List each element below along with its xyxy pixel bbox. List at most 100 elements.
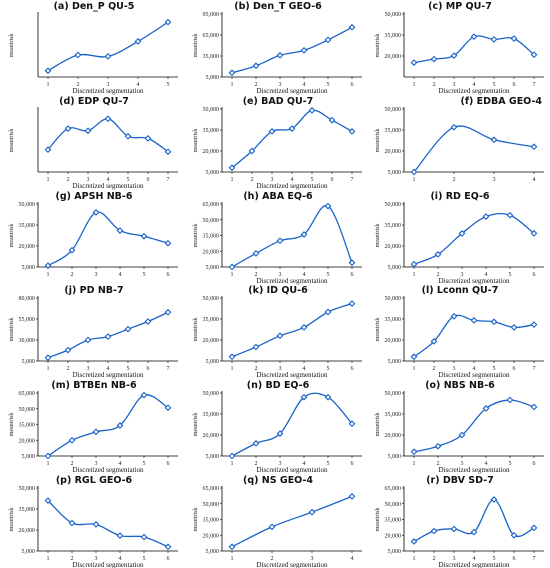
x-tick-label: 4: [473, 366, 476, 372]
x-axis-label: Discretized segmentation: [439, 466, 510, 474]
x-tick-label: 1: [47, 366, 50, 372]
data-point-marker: [248, 147, 256, 155]
data-point-marker: [450, 312, 458, 320]
x-tick-label: 6: [351, 461, 354, 467]
series-line: [231, 495, 353, 548]
data-point-marker: [144, 318, 152, 325]
x-tick-label: 4: [473, 82, 476, 88]
x-tick-label: 2: [437, 272, 440, 278]
series-line: [47, 118, 169, 153]
y-tick-label: 5,000: [388, 170, 402, 176]
data-point-marker: [288, 125, 296, 132]
chart-title: (h) ABA EQ-6: [243, 191, 313, 202]
chart-panel: (j) PD NB-7 5,000 30,000 55,000 80,000 1 2 3 4 5 6…: [4, 284, 184, 379]
x-tick-label: 5: [143, 556, 146, 562]
x-tick-label: 3: [271, 177, 274, 183]
data-point-marker: [308, 508, 316, 516]
chart-plot: 5,000 20,000 35,000 50,000 1 2 3 4 5 6 meantrisk Di…: [193, 391, 362, 474]
y-tick-label: 35,000: [203, 412, 220, 418]
y-tick-label: 5,000: [388, 359, 402, 365]
y-tick-label: 20,000: [385, 338, 402, 344]
y-axis-label: meantrisk: [193, 129, 199, 153]
x-tick-label: 6: [513, 556, 516, 562]
data-point-marker: [470, 33, 478, 41]
x-tick-label: 5: [509, 461, 512, 467]
x-tick-label: 6: [351, 366, 354, 372]
data-point-marker: [348, 23, 356, 31]
data-point-marker: [482, 405, 490, 412]
x-tick-label: 5: [327, 272, 330, 278]
x-tick-label: 3: [279, 82, 282, 88]
y-tick-label: 55,000: [19, 317, 36, 323]
x-tick-label: 6: [351, 82, 354, 88]
data-point-marker: [124, 325, 132, 333]
data-point-marker: [430, 338, 438, 345]
series-line: [47, 211, 169, 267]
x-tick-label: 4: [303, 272, 306, 278]
chart-title: (k) ID QU-6: [248, 285, 308, 296]
y-tick-label: 35,000: [385, 33, 402, 39]
y-tick-label: 5,000: [388, 549, 402, 555]
x-tick-label: 2: [77, 82, 80, 88]
y-tick-label: 50,000: [385, 296, 402, 302]
data-point-marker: [434, 251, 442, 258]
data-point-marker: [140, 391, 148, 399]
data-point-marker: [470, 317, 478, 324]
x-tick-label: 4: [351, 556, 354, 562]
data-point-marker: [530, 403, 538, 411]
y-tick-label: 5,000: [22, 359, 36, 365]
data-point-marker: [276, 51, 284, 59]
x-tick-label: 5: [493, 366, 496, 372]
x-tick-label: 3: [87, 366, 90, 372]
x-tick-label: 2: [255, 366, 258, 372]
data-point-marker: [410, 59, 418, 66]
y-tick-label: 20,000: [385, 433, 402, 439]
data-point-marker: [510, 35, 518, 43]
chart-panel: (p) RGL GEO-6 5,000 20,000 35,000 50,000 1 2 3 4…: [4, 474, 184, 568]
data-point-marker: [92, 209, 100, 216]
x-tick-label: 6: [167, 272, 170, 278]
x-axis-label: Discretized segmentation: [257, 371, 328, 379]
data-point-marker: [64, 125, 72, 132]
x-tick-label: 4: [485, 272, 488, 278]
data-point-marker: [348, 259, 356, 267]
y-tick-label: 20,000: [19, 438, 36, 444]
y-tick-label: 35,000: [203, 234, 220, 240]
x-tick-label: 4: [303, 82, 306, 88]
chart-title: (l) Lconn QU-7: [421, 285, 499, 296]
x-tick-label: 4: [485, 461, 488, 467]
y-tick-label: 5,000: [22, 549, 36, 555]
chart-title: (d) EDP QU-7: [59, 96, 129, 107]
y-tick-label: 5,000: [388, 454, 402, 460]
x-tick-label: 5: [127, 177, 130, 183]
x-tick-label: 5: [327, 461, 330, 467]
x-tick-label: 2: [67, 366, 70, 372]
chart-plot: 5,000 20,000 35,000 50,000 1 2 3 4 5 6 meantrisk Di…: [9, 486, 178, 568]
data-point-marker: [276, 430, 284, 437]
y-tick-label: 65,000: [203, 33, 220, 39]
chart-plot: 20,000 35,000 50,000 1 2 3 4 5 6 7 meantrisk Discre…: [375, 12, 544, 95]
x-tick-label: 4: [137, 82, 140, 88]
data-point-marker: [44, 146, 52, 153]
chart-title: (n) BD EQ-6: [246, 380, 310, 391]
y-axis-label: meantrisk: [9, 318, 15, 342]
y-axis-label: meantrisk: [9, 413, 15, 437]
x-tick-label: 4: [107, 366, 110, 372]
x-tick-label: 2: [255, 272, 258, 278]
data-point-marker: [252, 62, 260, 70]
data-point-marker: [470, 528, 478, 536]
y-tick-label: 50,000: [385, 502, 402, 508]
data-point-marker: [324, 308, 332, 316]
data-point-marker: [252, 343, 260, 351]
x-tick-label: 4: [119, 272, 122, 278]
y-tick-label: 5,000: [206, 359, 220, 365]
x-tick-label: 5: [493, 556, 496, 562]
data-point-marker: [228, 353, 236, 361]
y-tick-label: 65,000: [203, 486, 220, 492]
data-point-marker: [228, 543, 236, 551]
y-tick-label: 20,000: [203, 338, 220, 344]
x-tick-label: 6: [147, 177, 150, 183]
y-tick-label: 50,000: [19, 202, 36, 208]
data-point-marker: [410, 168, 418, 176]
data-point-marker: [268, 128, 276, 135]
